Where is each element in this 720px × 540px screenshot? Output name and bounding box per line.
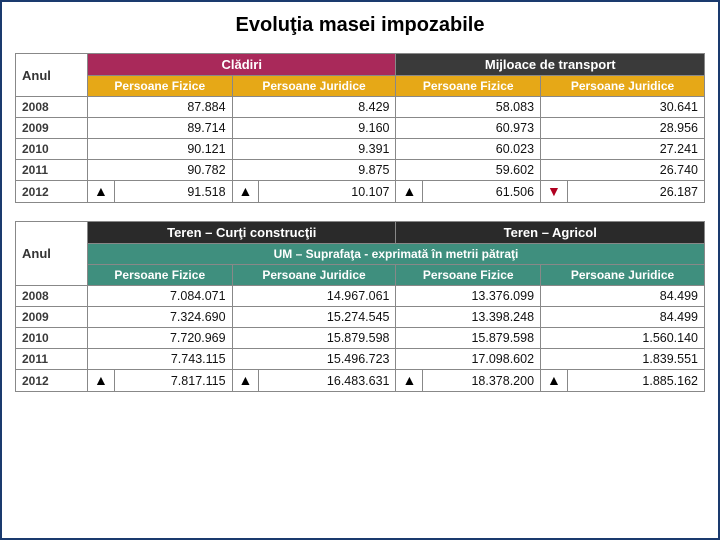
table-teren: Anul Teren – Curţi construcţii Teren – A… bbox=[15, 221, 705, 392]
arrow-cell: ▼ bbox=[541, 181, 568, 203]
value-cell: 15.274.545 bbox=[232, 307, 396, 328]
table-row: 20117.743.11515.496.72317.098.6021.839.5… bbox=[16, 349, 705, 370]
anul-header: Anul bbox=[16, 54, 88, 97]
value-cell: 30.641 bbox=[541, 97, 705, 118]
trend-arrow-up-icon: ▲ bbox=[402, 183, 416, 199]
value-cell: 28.956 bbox=[541, 118, 705, 139]
sub-pf: Persoane Fizice bbox=[396, 76, 541, 97]
trend-arrow-up-icon: ▲ bbox=[547, 372, 561, 388]
sub-pf: Persoane Fizice bbox=[88, 76, 233, 97]
arrow-cell: ▲ bbox=[232, 181, 259, 203]
value-cell: 87.884 bbox=[88, 97, 233, 118]
arrow-cell: ▲ bbox=[541, 370, 568, 392]
value-cell: 7.817.115 bbox=[114, 370, 232, 392]
um-row: UM – Suprafaţa - exprimată în metrii păt… bbox=[88, 244, 705, 265]
value-cell: 9.160 bbox=[232, 118, 396, 139]
sub-pj: Persoane Juridice bbox=[232, 265, 396, 286]
value-cell: 9.391 bbox=[232, 139, 396, 160]
value-cell: 16.483.631 bbox=[259, 370, 396, 392]
value-cell: 17.098.602 bbox=[396, 349, 541, 370]
table-cladiri-mijloace: Anul Clădiri Mijloace de transport Perso… bbox=[15, 53, 705, 203]
trend-arrow-up-icon: ▲ bbox=[402, 372, 416, 388]
value-cell: 15.879.598 bbox=[232, 328, 396, 349]
sub-pj: Persoane Juridice bbox=[541, 76, 705, 97]
value-cell: 14.967.061 bbox=[232, 286, 396, 307]
year-cell: 2008 bbox=[16, 97, 88, 118]
table-row: 201090.1219.39160.02327.241 bbox=[16, 139, 705, 160]
value-cell: 13.376.099 bbox=[396, 286, 541, 307]
value-cell: 7.084.071 bbox=[88, 286, 233, 307]
value-cell: 7.324.690 bbox=[88, 307, 233, 328]
value-cell: 61.506 bbox=[423, 181, 541, 203]
arrow-cell: ▲ bbox=[396, 181, 423, 203]
value-cell: 59.602 bbox=[396, 160, 541, 181]
group-cladiri: Clădiri bbox=[88, 54, 396, 76]
year-cell: 2008 bbox=[16, 286, 88, 307]
year-cell: 2010 bbox=[16, 328, 88, 349]
value-cell: 84.499 bbox=[541, 286, 705, 307]
value-cell: 27.241 bbox=[541, 139, 705, 160]
value-cell: 58.083 bbox=[396, 97, 541, 118]
value-cell: 90.782 bbox=[88, 160, 233, 181]
value-cell: 26.740 bbox=[541, 160, 705, 181]
table-row: 2012 ▲ 7.817.115 ▲ 16.483.631 ▲ 18.378.200 ▲ 1.8… bbox=[16, 370, 705, 392]
trend-arrow-up-icon: ▲ bbox=[94, 372, 108, 388]
value-cell: 15.879.598 bbox=[396, 328, 541, 349]
trend-arrow-up-icon: ▲ bbox=[239, 372, 253, 388]
year-cell: 2009 bbox=[16, 307, 88, 328]
trend-arrow-up-icon: ▲ bbox=[94, 183, 108, 199]
arrow-cell: ▲ bbox=[88, 181, 115, 203]
year-cell: 2009 bbox=[16, 118, 88, 139]
table-row: 2012 ▲ 91.518 ▲ 10.107 ▲ 61.506 ▼ 26.187 bbox=[16, 181, 705, 203]
table-row: 20087.084.07114.967.06113.376.09984.499 bbox=[16, 286, 705, 307]
value-cell: 7.743.115 bbox=[88, 349, 233, 370]
value-cell: 1.839.551 bbox=[541, 349, 705, 370]
trend-arrow-down-icon: ▼ bbox=[547, 183, 561, 199]
table-row: 201190.7829.87559.60226.740 bbox=[16, 160, 705, 181]
arrow-cell: ▲ bbox=[232, 370, 259, 392]
value-cell: 89.714 bbox=[88, 118, 233, 139]
value-cell: 91.518 bbox=[114, 181, 232, 203]
value-cell: 26.187 bbox=[567, 181, 704, 203]
year-cell: 2011 bbox=[16, 349, 88, 370]
value-cell: 13.398.248 bbox=[396, 307, 541, 328]
value-cell: 1.885.162 bbox=[567, 370, 704, 392]
table-row: 20107.720.96915.879.59815.879.5981.560.1… bbox=[16, 328, 705, 349]
value-cell: 10.107 bbox=[259, 181, 396, 203]
arrow-cell: ▲ bbox=[396, 370, 423, 392]
table-row: 200989.7149.16060.97328.956 bbox=[16, 118, 705, 139]
value-cell: 1.560.140 bbox=[541, 328, 705, 349]
table-row: 200887.8848.42958.08330.641 bbox=[16, 97, 705, 118]
value-cell: 9.875 bbox=[232, 160, 396, 181]
year-cell: 2012 bbox=[16, 181, 88, 203]
group-agricol: Teren – Agricol bbox=[396, 222, 705, 244]
group-curti: Teren – Curţi construcţii bbox=[88, 222, 396, 244]
value-cell: 60.973 bbox=[396, 118, 541, 139]
anul-header: Anul bbox=[16, 222, 88, 286]
sub-pf: Persoane Fizice bbox=[396, 265, 541, 286]
year-cell: 2011 bbox=[16, 160, 88, 181]
value-cell: 60.023 bbox=[396, 139, 541, 160]
group-mijloace: Mijloace de transport bbox=[396, 54, 705, 76]
value-cell: 18.378.200 bbox=[423, 370, 541, 392]
year-cell: 2012 bbox=[16, 370, 88, 392]
value-cell: 8.429 bbox=[232, 97, 396, 118]
sub-pf: Persoane Fizice bbox=[88, 265, 233, 286]
year-cell: 2010 bbox=[16, 139, 88, 160]
value-cell: 7.720.969 bbox=[88, 328, 233, 349]
table-row: 20097.324.69015.274.54513.398.24884.499 bbox=[16, 307, 705, 328]
value-cell: 15.496.723 bbox=[232, 349, 396, 370]
value-cell: 90.121 bbox=[88, 139, 233, 160]
sub-pj: Persoane Juridice bbox=[541, 265, 705, 286]
value-cell: 84.499 bbox=[541, 307, 705, 328]
page-title: Evoluţia masei impozabile bbox=[2, 2, 718, 47]
trend-arrow-up-icon: ▲ bbox=[239, 183, 253, 199]
arrow-cell: ▲ bbox=[88, 370, 115, 392]
sub-pj: Persoane Juridice bbox=[232, 76, 396, 97]
